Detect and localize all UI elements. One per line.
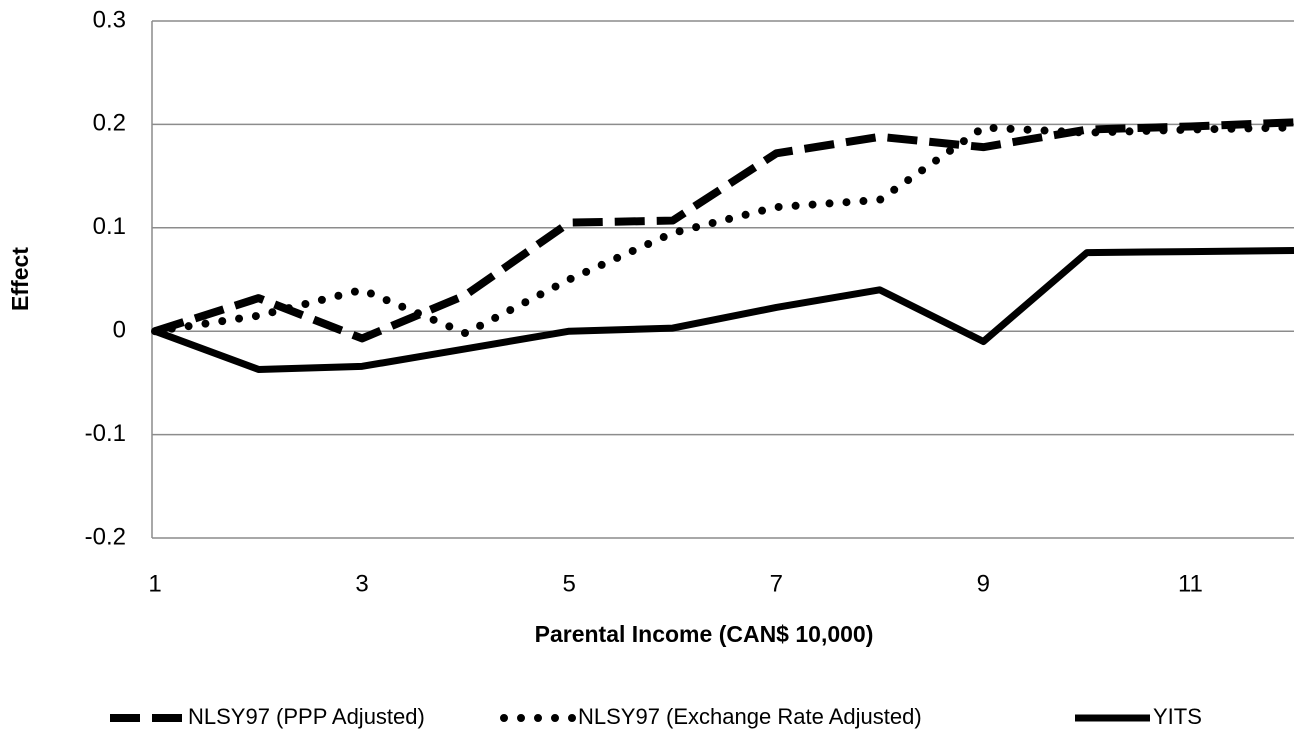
series-line bbox=[151, 123, 1298, 338]
legend-label: YITS bbox=[1153, 704, 1202, 729]
y-tick-label: -0.1 bbox=[85, 420, 126, 447]
y-tick-label: 0.1 bbox=[93, 213, 126, 240]
y-axis-title: Effect bbox=[7, 247, 33, 311]
x-tick-label: 1 bbox=[148, 570, 161, 597]
x-tick-label: 3 bbox=[355, 570, 368, 597]
y-tick-label: 0.3 bbox=[93, 6, 126, 33]
series-line bbox=[153, 118, 1295, 343]
x-tick-label: 11 bbox=[1178, 570, 1203, 597]
legend-label: NLSY97 (Exchange Rate Adjusted) bbox=[578, 704, 922, 729]
series-line bbox=[153, 247, 1295, 373]
x-tick-label: 7 bbox=[770, 570, 783, 597]
y-tick-label: -0.2 bbox=[85, 523, 126, 550]
x-tick-label: 9 bbox=[977, 570, 990, 597]
y-tick-label: 0.2 bbox=[93, 110, 126, 137]
y-tick-label: 0 bbox=[113, 317, 126, 344]
x-tick-label: 5 bbox=[563, 570, 576, 597]
x-axis-title: Parental Income (CAN$ 10,000) bbox=[535, 621, 874, 647]
legend-label: NLSY97 (PPP Adjusted) bbox=[188, 704, 425, 729]
